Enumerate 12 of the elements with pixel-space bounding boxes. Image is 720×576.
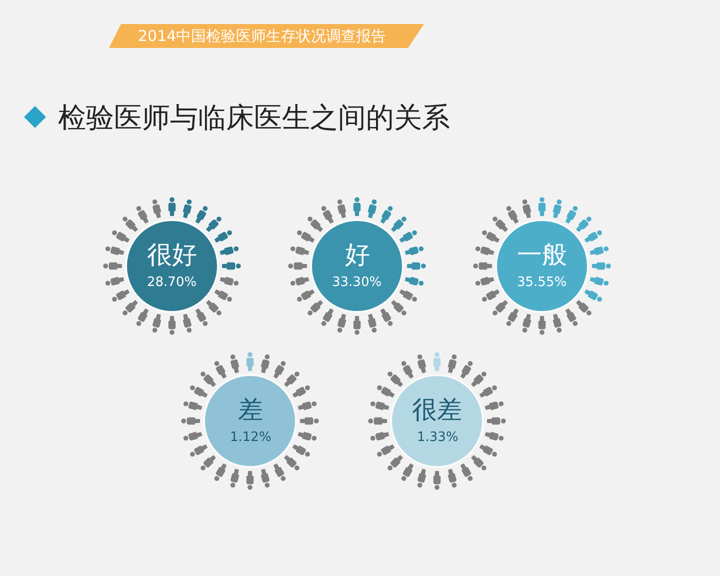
data-label: 1.12% [230,430,272,445]
category-label: 很差 [412,395,462,424]
data-label: 35.55% [517,275,567,290]
category-label: 差 [238,395,263,424]
data-label: 1.33% [417,430,458,445]
category-label: 好 [345,240,370,269]
text: 2014中国检验医师生存状况调查报告 [138,27,386,45]
category-label: 很好 [147,240,197,269]
data-label: 33.30% [332,275,382,290]
data-label: 28.70% [147,275,197,290]
text: 检验医师与临床医生之间的关系 [58,100,450,134]
category-label: 一般 [517,240,567,269]
